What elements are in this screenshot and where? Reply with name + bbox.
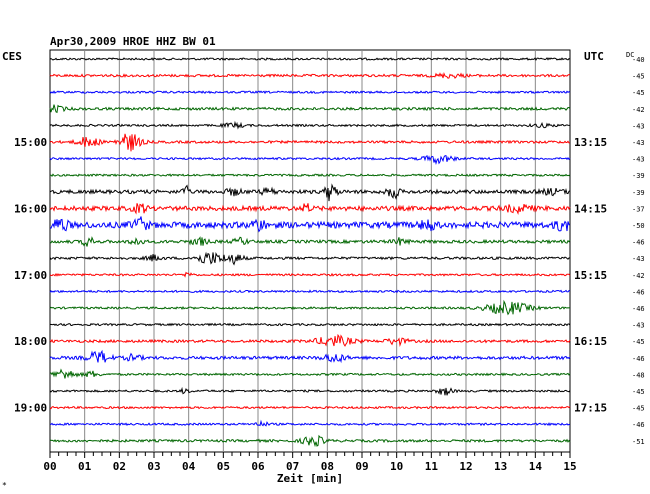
x-tick-label: 11 bbox=[425, 460, 439, 473]
trace-line bbox=[49, 333, 571, 348]
left-time-label: 16:00 bbox=[14, 202, 47, 215]
right-time-label: 17:15 bbox=[574, 402, 607, 415]
trace-line bbox=[49, 133, 571, 152]
dc-value-label: -46 bbox=[632, 239, 645, 247]
x-tick-label: 15 bbox=[563, 460, 576, 473]
trace-line bbox=[49, 90, 571, 95]
dc-value-label: -45 bbox=[632, 73, 645, 81]
trace-line bbox=[49, 173, 571, 178]
x-tick-label: 05 bbox=[217, 460, 230, 473]
right-time-label: 13:15 bbox=[574, 136, 607, 149]
trace-line bbox=[49, 251, 571, 266]
dc-value-label: -39 bbox=[632, 172, 645, 180]
dc-value-label: -45 bbox=[632, 388, 645, 396]
left-time-label: 17:00 bbox=[14, 269, 47, 282]
dc-value-label: -43 bbox=[632, 122, 645, 130]
dc-value-label: -46 bbox=[632, 355, 645, 363]
trace-line bbox=[49, 289, 571, 294]
dc-value-label: -46 bbox=[632, 288, 645, 296]
dc-value-label: -42 bbox=[632, 106, 645, 114]
trace-line bbox=[49, 368, 571, 379]
dc-value-label: -43 bbox=[632, 156, 645, 164]
trace-line bbox=[49, 183, 571, 202]
dc-value-label: -48 bbox=[632, 371, 645, 379]
x-tick-label: 01 bbox=[78, 460, 92, 473]
dc-value-label: -39 bbox=[632, 189, 645, 197]
trace-line bbox=[49, 120, 571, 130]
dc-value-label: -45 bbox=[632, 405, 645, 413]
trace-line bbox=[49, 271, 571, 278]
x-tick-label: 08 bbox=[321, 460, 334, 473]
right-time-label: 16:15 bbox=[574, 335, 607, 348]
x-tick-label: 09 bbox=[355, 460, 368, 473]
x-tick-label: 14 bbox=[529, 460, 543, 473]
x-tick-label: 06 bbox=[251, 460, 265, 473]
dc-value-label: -43 bbox=[632, 255, 645, 263]
dc-value-label: -51 bbox=[632, 438, 645, 446]
x-axis-ticks: 00 01 02 03 04 05 06 07 08 09 10 11 12 13 14 15 bbox=[43, 452, 577, 473]
left-time-label: 18:00 bbox=[14, 335, 47, 348]
trace-line bbox=[49, 71, 571, 79]
dc-value-label: -46 bbox=[632, 305, 645, 313]
left-timezone-label: CES bbox=[2, 50, 22, 63]
dc-value-label: -37 bbox=[632, 205, 645, 213]
dc-value-label: -42 bbox=[632, 272, 645, 280]
x-tick-label: 13 bbox=[494, 460, 507, 473]
dc-value-label: -50 bbox=[632, 222, 645, 230]
x-axis-label: Zeit [min] bbox=[277, 472, 343, 485]
x-tick-label: 02 bbox=[113, 460, 126, 473]
left-time-labels: 15:00 16:00 17:00 18:00 19:00 bbox=[14, 136, 47, 415]
trace-lines bbox=[49, 57, 571, 448]
dc-header-label: DC bbox=[626, 51, 634, 59]
dc-value-label: -45 bbox=[632, 89, 645, 97]
trace-line bbox=[49, 386, 571, 396]
right-timezone-label: UTC bbox=[584, 50, 604, 63]
dc-value-labels: -40 -45 -45 -42 -43 -43 -43 -39 -39 -37 -50 -46 -43 -… bbox=[632, 56, 645, 446]
dc-value-label: -45 bbox=[632, 338, 645, 346]
dc-value-label: -43 bbox=[632, 322, 645, 330]
x-tick-label: 07 bbox=[286, 460, 299, 473]
vertical-gridlines bbox=[84, 50, 536, 452]
bottom-mark: * bbox=[2, 481, 7, 490]
trace-line bbox=[49, 419, 571, 427]
left-time-label: 15:00 bbox=[14, 136, 47, 149]
x-tick-label: 03 bbox=[147, 460, 160, 473]
trace-line bbox=[49, 57, 571, 61]
trace-line bbox=[49, 203, 571, 216]
trace-line bbox=[49, 236, 571, 247]
left-time-label: 19:00 bbox=[14, 402, 47, 415]
trace-line bbox=[49, 322, 571, 327]
dc-value-label: -43 bbox=[632, 139, 645, 147]
right-time-label: 15:15 bbox=[574, 269, 607, 282]
chart-title: Apr30,2009 HROE HHZ BW 01 bbox=[50, 35, 216, 48]
trace-line bbox=[49, 405, 571, 410]
x-tick-label: 04 bbox=[182, 460, 196, 473]
trace-line bbox=[49, 299, 571, 316]
dc-value-label: -46 bbox=[632, 421, 645, 429]
x-tick-label: 12 bbox=[459, 460, 472, 473]
x-tick-label: 00 bbox=[43, 460, 56, 473]
x-tick-label: 10 bbox=[390, 460, 403, 473]
trace-line bbox=[49, 104, 571, 114]
dc-value-label: -40 bbox=[632, 56, 645, 64]
trace-line bbox=[49, 434, 571, 448]
right-time-labels: 13:15 14:15 15:15 16:15 17:15 bbox=[574, 136, 607, 415]
trace-line bbox=[49, 216, 571, 233]
right-time-label: 14:15 bbox=[574, 202, 607, 215]
trace-line bbox=[49, 349, 571, 364]
trace-line bbox=[49, 155, 571, 165]
